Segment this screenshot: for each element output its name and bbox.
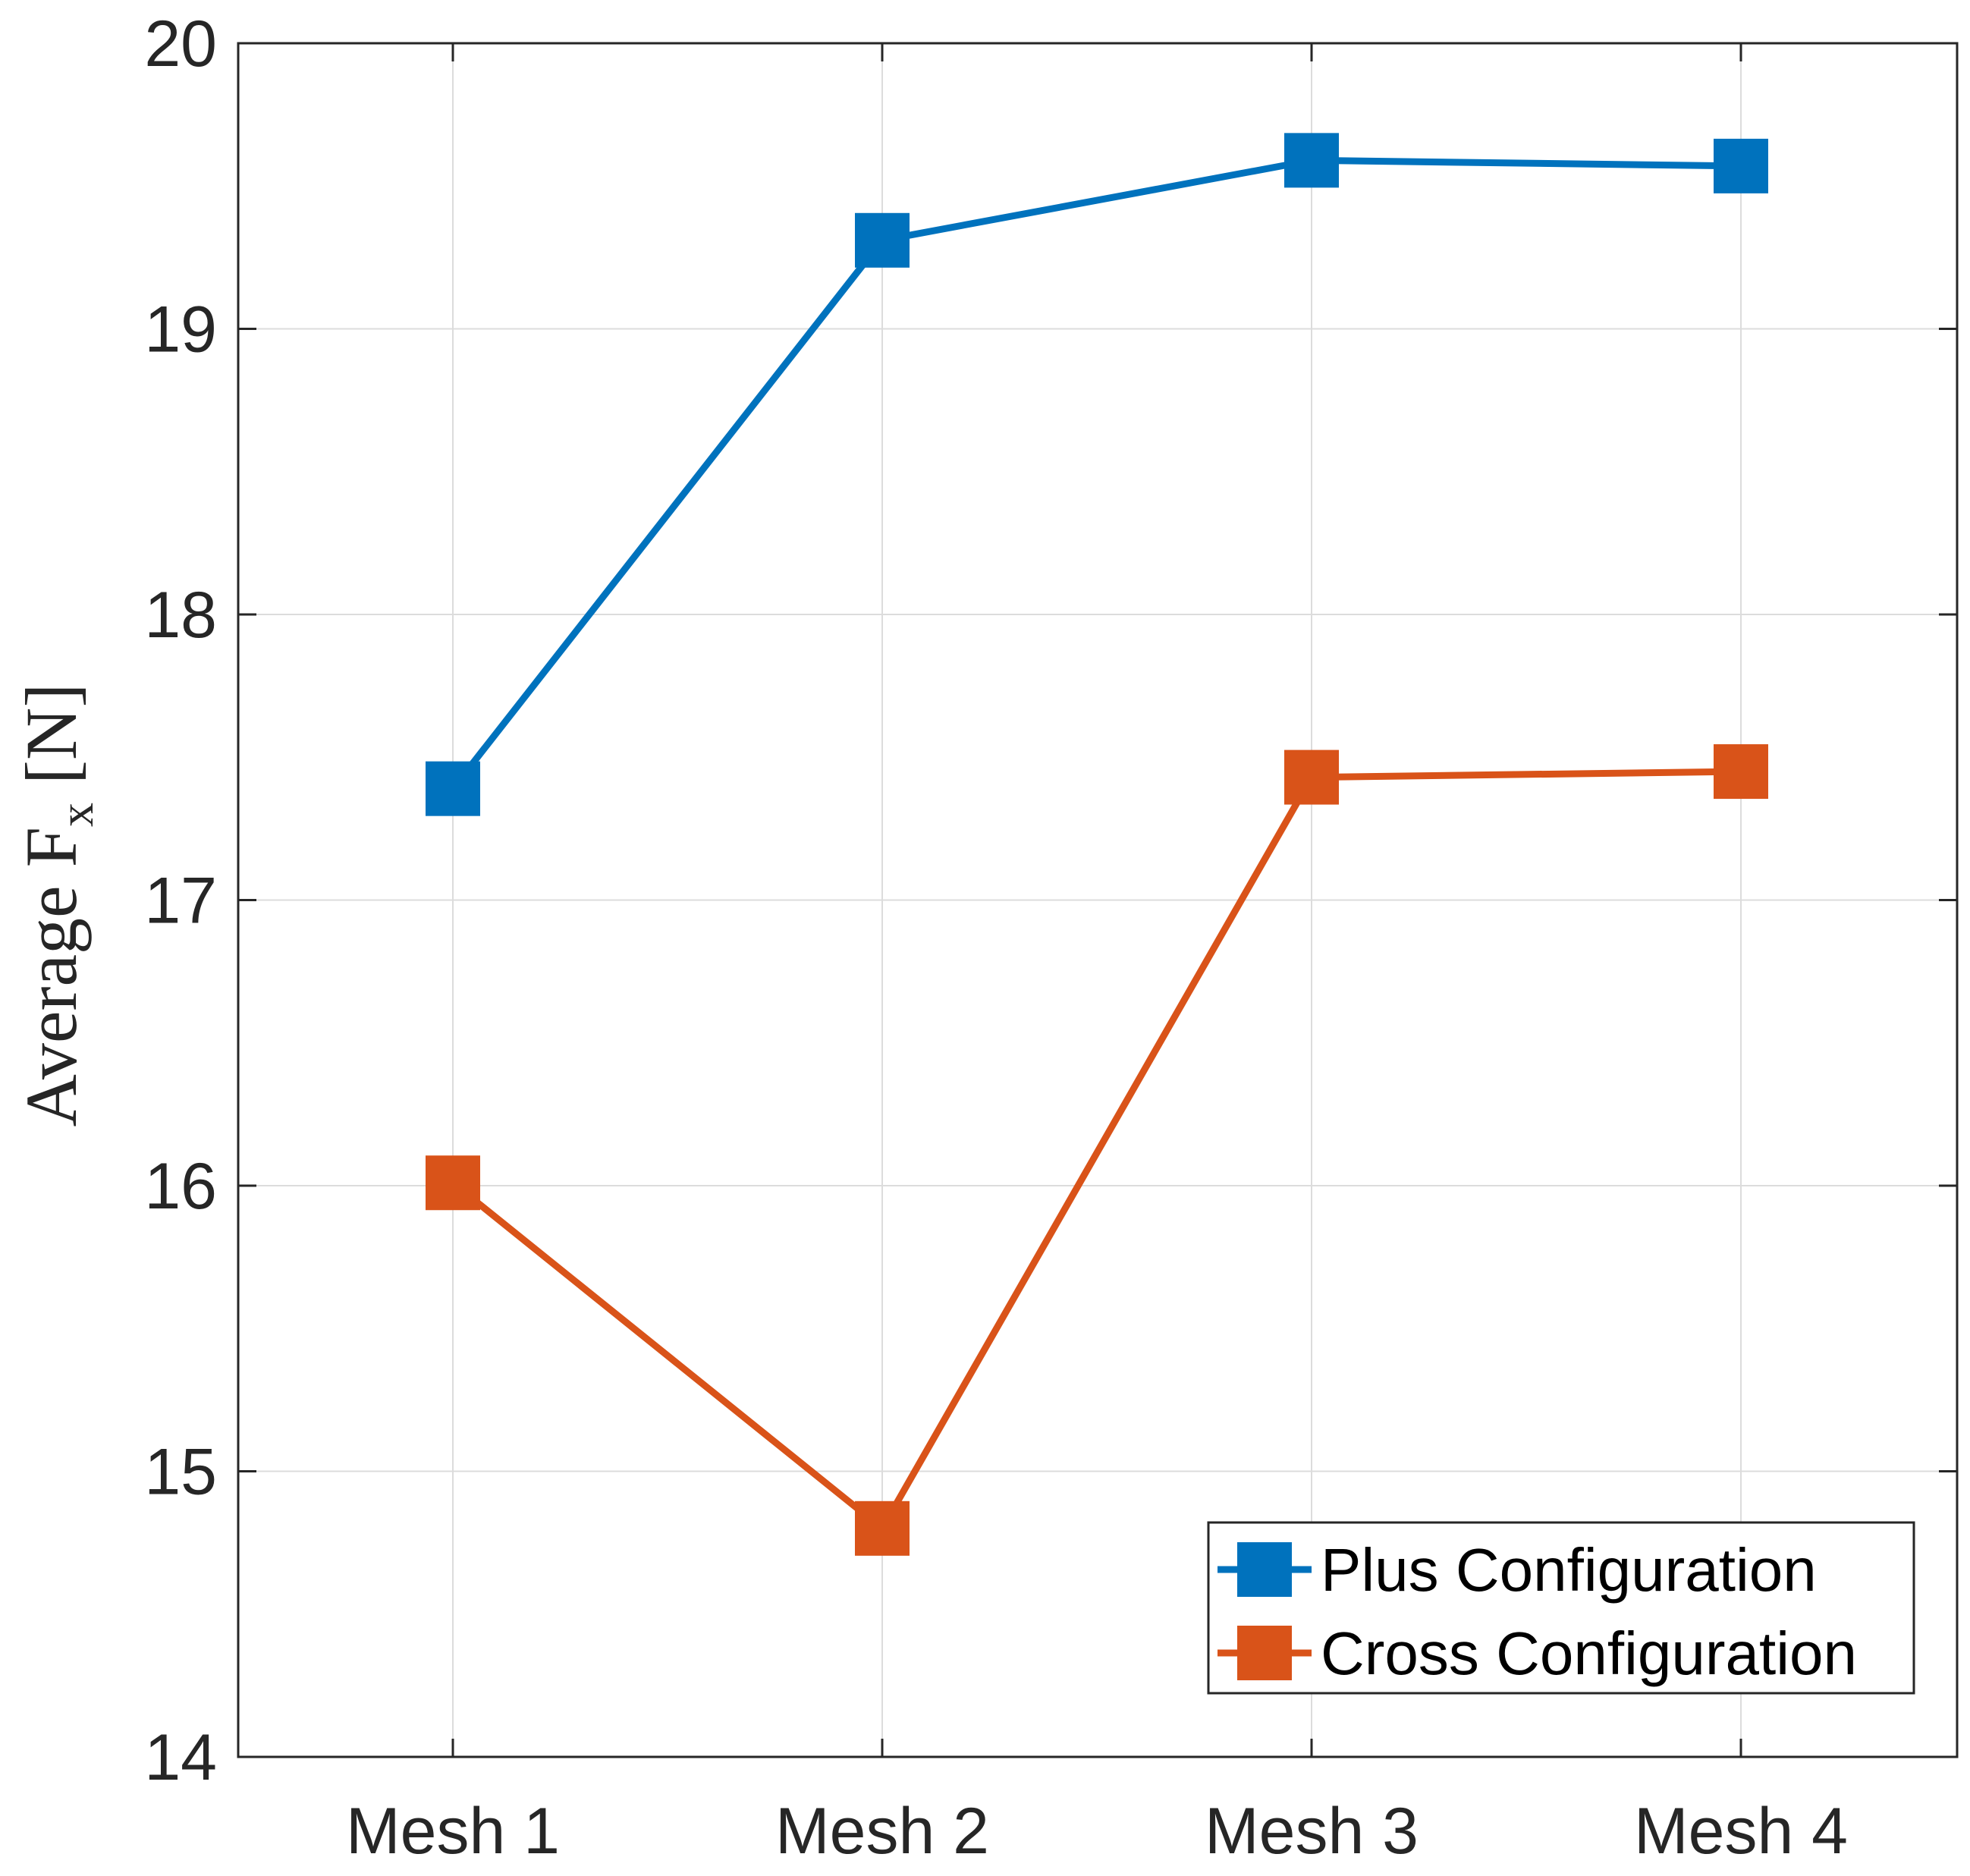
x-tick-label: Mesh 1 — [346, 1795, 560, 1868]
x-tick-label: Mesh 2 — [775, 1795, 989, 1868]
y-tick-label: 19 — [144, 294, 217, 366]
data-point — [855, 212, 910, 268]
y-tick-label: 20 — [144, 8, 217, 80]
y-axis-label-subscript: x — [49, 803, 103, 827]
y-tick-label: 17 — [144, 865, 217, 938]
series-line — [450, 156, 1742, 791]
data-point — [855, 1500, 910, 1556]
series-plus — [426, 133, 1768, 816]
legend-label: Cross Configuration — [1321, 1620, 1857, 1687]
legend-label: Plus Configuration — [1321, 1536, 1817, 1604]
data-series — [426, 133, 1768, 1556]
y-tick-label: 15 — [144, 1436, 217, 1509]
y-axis-label-unit-text: [N] — [11, 683, 92, 784]
axis-ticks: 14 15 16 17 18 19 20 Mesh 1 Mesh 2 Mesh 3 Mesh 4 — [144, 8, 1957, 1868]
data-point — [426, 1155, 480, 1211]
data-point — [1714, 744, 1768, 800]
data-point — [1284, 133, 1339, 188]
data-point — [426, 761, 480, 816]
series-line — [451, 768, 1742, 1532]
x-tick-label: Mesh 4 — [1634, 1795, 1848, 1868]
data-point — [1714, 138, 1768, 193]
legend-marker — [1237, 1626, 1292, 1680]
y-axis-label-unit: [N] — [11, 683, 92, 803]
legend: Plus Configuration Cross Configuration — [1207, 1521, 1915, 1695]
series-cross — [426, 744, 1768, 1556]
y-axis-label: Average Fx [N] — [11, 683, 103, 1127]
legend-marker — [1237, 1542, 1292, 1597]
data-point — [1284, 749, 1339, 805]
legend-box — [1207, 1521, 1915, 1695]
x-tick-label: Mesh 3 — [1205, 1795, 1419, 1868]
y-tick-label: 14 — [144, 1721, 217, 1794]
grid-lines — [238, 43, 1957, 1757]
y-tick-label: 16 — [144, 1150, 217, 1223]
y-axis-label-main: Average F — [11, 827, 92, 1127]
y-tick-label: 18 — [144, 579, 217, 652]
